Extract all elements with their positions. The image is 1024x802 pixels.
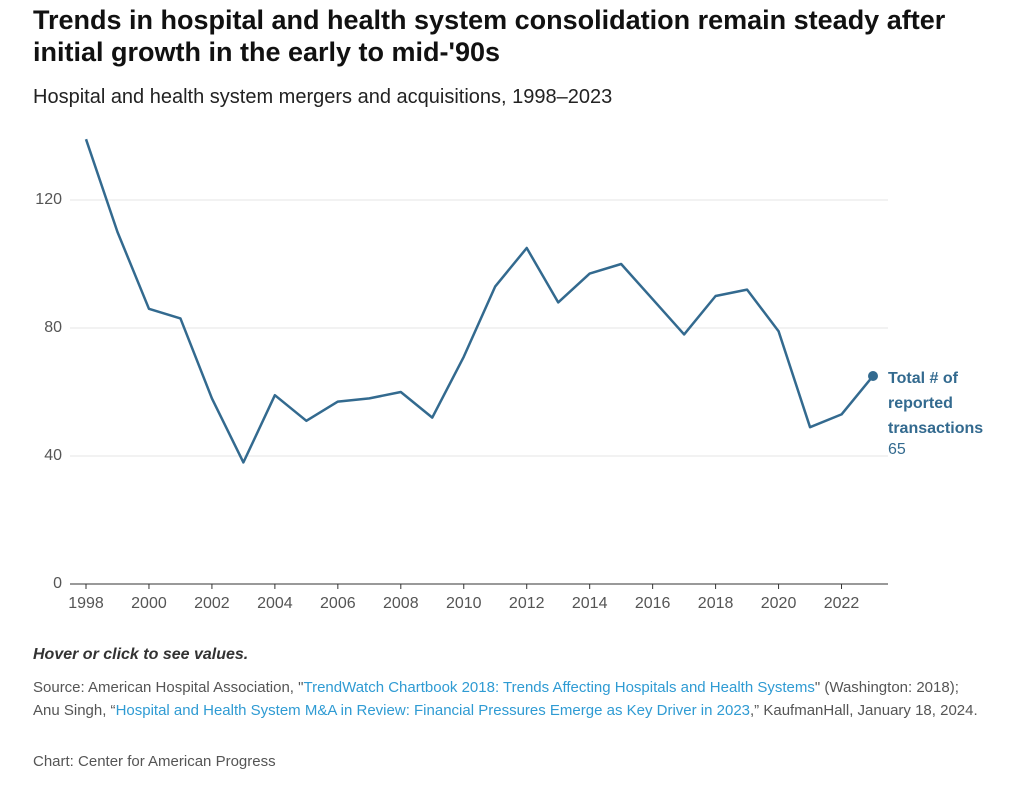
chart-title: Trends in hospital and health system con… [33, 5, 946, 67]
source-text: ,” KaufmanHall, January 18, 2024. [750, 701, 978, 719]
source-link[interactable]: Hospital and Health System M&A in Review… [115, 701, 751, 719]
chart-subtitle: Hospital and health system mergers and a… [33, 86, 613, 108]
credit: Chart: Center for American Progress [33, 753, 276, 770]
x-tick-label: 2020 [761, 595, 797, 612]
data-line [84, 138, 874, 464]
source-link[interactable]: TrendWatch Chartbook 2018: Trends Affect… [303, 679, 815, 696]
x-tick-label: 2012 [509, 595, 545, 612]
x-tick-label: 2000 [131, 595, 167, 612]
x-tick-label: 2008 [383, 595, 419, 612]
x-tick-label: 2018 [698, 595, 734, 612]
x-tick-label: 2016 [635, 595, 671, 612]
y-tick-label: 0 [53, 575, 62, 592]
x-tick-label: 2006 [320, 595, 356, 612]
y-tick-label: 40 [44, 447, 62, 464]
x-tick-label: 2004 [257, 595, 293, 612]
x-tick-label: 2002 [194, 595, 230, 612]
source: Source: American Hospital Association, "… [33, 677, 983, 722]
x-tick-label: 2010 [446, 595, 482, 612]
end-point [868, 371, 878, 381]
y-tick-label: 80 [44, 319, 62, 336]
x-tick-label: 2014 [572, 595, 608, 612]
x-tick-label: 1998 [68, 595, 104, 612]
note: Hover or click to see values. [33, 646, 249, 663]
y-tick-label: 120 [35, 191, 62, 208]
source-text: Source: American Hospital Association, " [33, 679, 304, 696]
x-tick-label: 2022 [824, 595, 860, 612]
data-label: 65 [888, 441, 906, 458]
source-text: " (Washington: 2018); Anu Singh, “ [33, 679, 959, 719]
legend-entry: Total # of reported transactions [888, 370, 984, 437]
